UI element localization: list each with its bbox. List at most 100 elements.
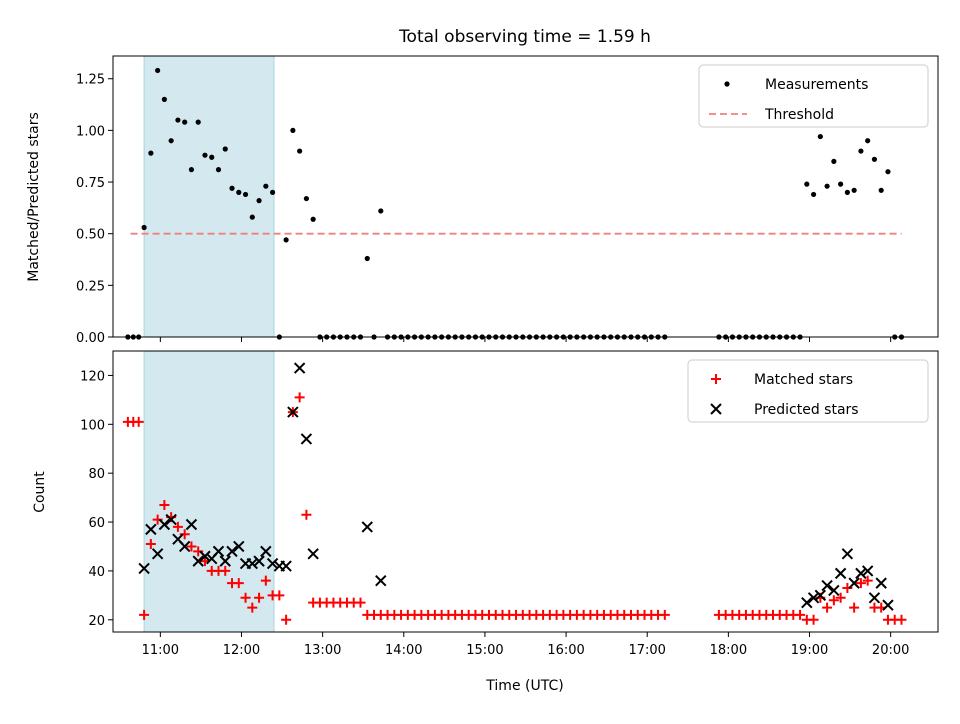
y-tick-label: 40 [88, 565, 105, 580]
bottom-y-axis-label: Count [32, 471, 48, 513]
data-point [182, 119, 188, 125]
matched-point [795, 609, 806, 620]
matched-point [862, 575, 873, 586]
predicted-point [882, 599, 894, 611]
data-point [290, 127, 296, 133]
data-point [838, 181, 844, 187]
data-point [871, 156, 878, 162]
data-point [148, 150, 154, 156]
matched-point [301, 509, 312, 520]
data-point [804, 181, 810, 187]
predicted-point [868, 592, 881, 604]
data-point [817, 133, 823, 140]
data-point [161, 96, 167, 102]
matched-point [294, 392, 305, 403]
data-point [310, 216, 316, 222]
predicted-point [814, 589, 827, 602]
matched-point [159, 499, 170, 510]
legend-swatch [711, 374, 721, 384]
data-point [810, 191, 817, 198]
predicted-point [841, 548, 854, 560]
predicted-point [178, 540, 191, 553]
x-tick-label: 11:00 [142, 643, 179, 658]
predicted-point [246, 557, 259, 570]
y-tick-label: 80 [88, 467, 105, 482]
data-point [844, 189, 850, 195]
x-tick-label: 18:00 [710, 643, 747, 658]
predicted-point [253, 555, 265, 567]
plot-frame [112, 55, 939, 338]
data-point [378, 208, 384, 214]
predicted-point [821, 579, 833, 592]
predicted-point [151, 548, 164, 560]
data-point [885, 169, 891, 175]
predicted-point [300, 433, 313, 445]
predicted-point [801, 596, 813, 609]
matched-point [828, 595, 839, 606]
matched-point [842, 583, 853, 594]
matched-point [172, 521, 183, 532]
x-tick-label: 16:00 [547, 643, 584, 658]
matched-point [822, 602, 833, 613]
legend-swatch [724, 81, 730, 87]
matched-point [152, 514, 163, 525]
top-y-axis-label: Matched/Predicted stars [26, 112, 42, 282]
y-tick-label: 1.25 [76, 73, 105, 88]
y-tick-label: 0.25 [76, 279, 105, 294]
data-point [195, 119, 201, 125]
predicted-point [375, 574, 387, 587]
shaded-region [143, 55, 275, 338]
data-point [865, 138, 871, 144]
x-tick-label: 20:00 [872, 643, 909, 658]
data-point [858, 148, 864, 154]
matched-point [659, 609, 670, 620]
predicted-point [287, 406, 299, 418]
y-tick-label: 0.00 [76, 331, 105, 346]
legend-label: Predicted stars [754, 402, 859, 418]
x-tick-label: 19:00 [791, 643, 828, 658]
matched-point [233, 578, 244, 589]
matched-point [855, 578, 866, 589]
x-tick-label: 13:00 [304, 643, 341, 658]
matched-point [281, 614, 292, 625]
predicted-point [219, 555, 231, 567]
data-point [155, 67, 161, 74]
data-point [256, 198, 262, 204]
legend-label: Matched stars [754, 372, 853, 388]
data-point [215, 167, 222, 173]
data-point [878, 187, 884, 193]
data-point [831, 158, 837, 164]
predicted-point [212, 545, 225, 558]
predicted-point [158, 518, 171, 531]
data-point [364, 255, 370, 262]
y-tick-label: 100 [80, 418, 105, 433]
bottom-panel: Time (UTC) Count 20 40 60 80 100 120 11:00 12:0… [32, 350, 939, 694]
predicted-point [861, 565, 874, 577]
data-point [188, 167, 195, 173]
matched-point [179, 529, 190, 540]
predicted-point [185, 518, 198, 531]
predicted-point [875, 577, 887, 589]
matched-point [849, 602, 860, 613]
legend-box [687, 359, 929, 423]
matched-point [254, 592, 265, 603]
matched-point [260, 575, 271, 586]
predicted-point [226, 545, 238, 558]
data-point [269, 189, 276, 195]
data-point [263, 183, 269, 189]
y-tick-label: 0.50 [76, 228, 105, 243]
shaded-region [143, 350, 275, 633]
matched-point [220, 565, 231, 576]
predicted-point [807, 592, 820, 604]
data-point [168, 138, 174, 144]
x-tick-label: 15:00 [466, 643, 503, 658]
predicted-point [834, 567, 847, 580]
data-point [851, 187, 857, 193]
matched-point [193, 546, 204, 557]
matched-point [896, 614, 907, 625]
data-point [202, 152, 208, 158]
series-predicted-stars [138, 362, 894, 611]
y-tick-label: 0.75 [76, 176, 105, 191]
legend: Matched stars Predicted stars [687, 359, 929, 423]
data-point [283, 237, 289, 243]
